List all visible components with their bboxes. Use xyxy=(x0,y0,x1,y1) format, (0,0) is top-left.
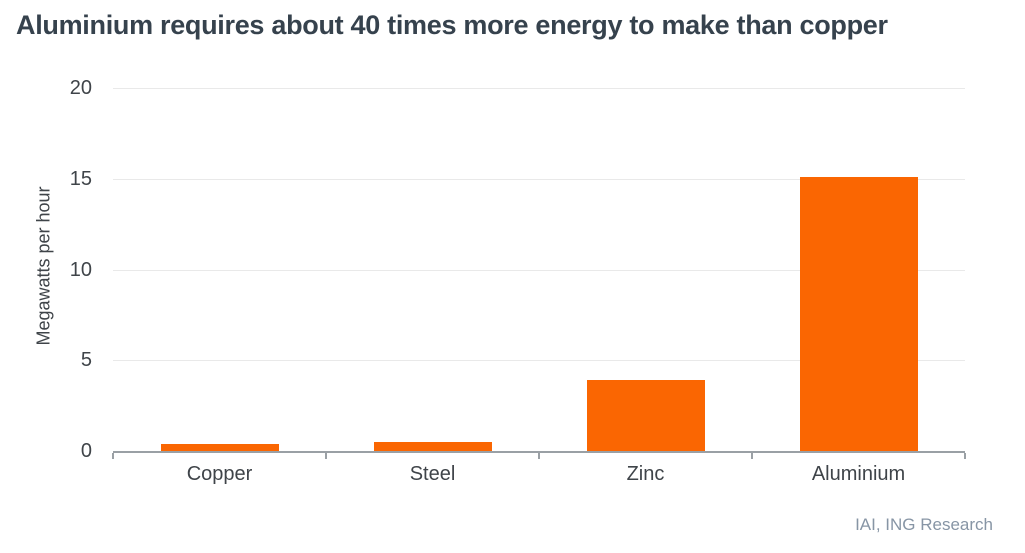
bar-steel xyxy=(373,441,492,451)
bar-zinc xyxy=(586,380,705,451)
source-credit: IAI, ING Research xyxy=(855,515,993,534)
x-category-label-aluminium: Aluminium xyxy=(811,463,906,485)
chart-title: Aluminium requires about 40 times more e… xyxy=(16,10,888,40)
x-category-label-copper: Copper xyxy=(186,463,253,485)
x-category-label-steel: Steel xyxy=(409,463,456,485)
bar-aluminium xyxy=(799,176,918,451)
bar-copper xyxy=(160,443,279,451)
x-axis-tick xyxy=(964,453,966,459)
x-axis-tick xyxy=(538,453,540,459)
x-axis-tick xyxy=(112,453,114,459)
gridline-20 xyxy=(113,88,965,89)
y-tick-label-20: 20 xyxy=(69,77,92,99)
y-tick-label-10: 10 xyxy=(69,258,92,281)
plot-area xyxy=(113,88,965,453)
x-axis-tick xyxy=(751,453,753,459)
y-tick-label-0: 0 xyxy=(80,440,92,462)
gridline-5 xyxy=(113,360,965,362)
x-category-label-zinc: Zinc xyxy=(626,463,665,485)
y-tick-label-5: 5 xyxy=(80,349,92,372)
gridline-10 xyxy=(113,269,965,271)
x-axis-tick xyxy=(325,453,327,459)
y-axis-title: Megawatts per hour xyxy=(33,186,54,346)
y-tick-label-15: 15 xyxy=(69,167,92,190)
gridline-15 xyxy=(113,178,965,180)
